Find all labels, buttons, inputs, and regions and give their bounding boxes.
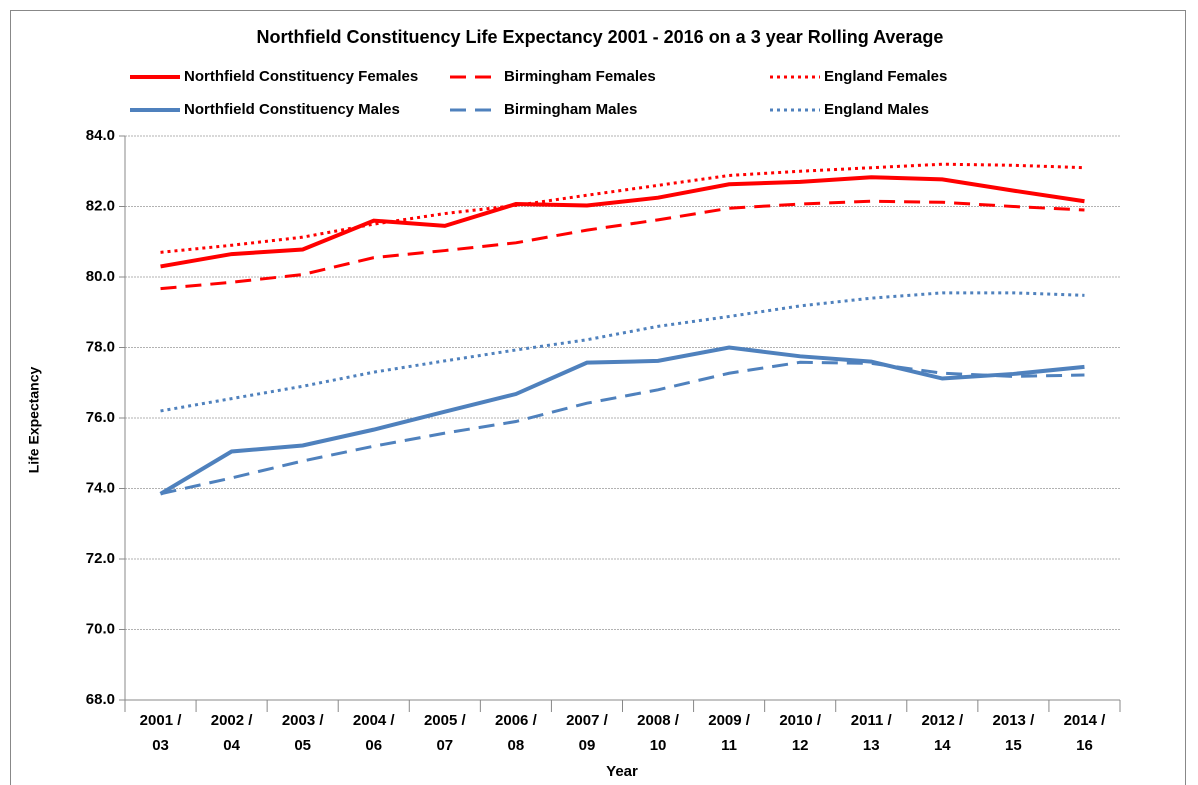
y-tick-label: 70.0 <box>86 620 115 637</box>
x-tick-label: 2008 / 10 <box>637 712 679 754</box>
x-tick-label: 2009 / 11 <box>708 712 750 754</box>
x-axis-label: Year <box>606 763 638 780</box>
y-tick-label: 76.0 <box>86 409 115 426</box>
data-line <box>160 175 1085 269</box>
legend-label: England Females <box>824 68 947 85</box>
data-line <box>160 291 1085 413</box>
y-tick-label: 84.0 <box>86 127 115 144</box>
x-tick-label: 2004 / 06 <box>352 712 395 754</box>
legend-label: England Males <box>824 101 929 118</box>
y-tick-label: 78.0 <box>86 338 115 355</box>
chart-frame <box>10 10 1186 785</box>
y-tick-label: 72.0 <box>86 550 115 567</box>
x-tick-label: 2013 / 15 <box>992 712 1035 754</box>
x-tick-label: 2001 / 03 <box>139 712 182 754</box>
x-tick-label: 2005 / 07 <box>423 712 466 754</box>
x-tick-label: 2010 / 12 <box>779 712 822 754</box>
x-tick-label: 2011 / 13 <box>850 712 892 754</box>
data-line <box>159 345 1085 496</box>
y-tick-label: 82.0 <box>86 197 115 214</box>
legend-label: Northfield Constituency Females <box>184 68 418 85</box>
chart-title: Northfield Constituency Life Expectancy … <box>257 27 944 47</box>
data-line <box>160 199 1085 291</box>
y-tick-label: 68.0 <box>86 691 115 708</box>
x-tick-label: 2014 / 16 <box>1063 712 1106 754</box>
legend-label: Birmingham Females <box>504 68 656 85</box>
legend-label: Birmingham Males <box>504 101 637 118</box>
data-line <box>160 360 1085 496</box>
x-tick-label: 2006 / 08 <box>495 712 537 754</box>
data-line <box>160 162 1085 254</box>
legend-label: Northfield Constituency Males <box>184 101 400 118</box>
x-tick-label: 2007 / 09 <box>566 712 608 754</box>
x-tick-label: 2003 / 05 <box>281 712 324 754</box>
x-tick-label: 2012 / 14 <box>921 712 964 754</box>
y-tick-label: 74.0 <box>86 479 115 496</box>
y-tick-label: 80.0 <box>86 268 115 285</box>
y-axis-label: Life Expectancy <box>26 366 42 473</box>
x-tick-label: 2002 / 04 <box>210 712 253 754</box>
